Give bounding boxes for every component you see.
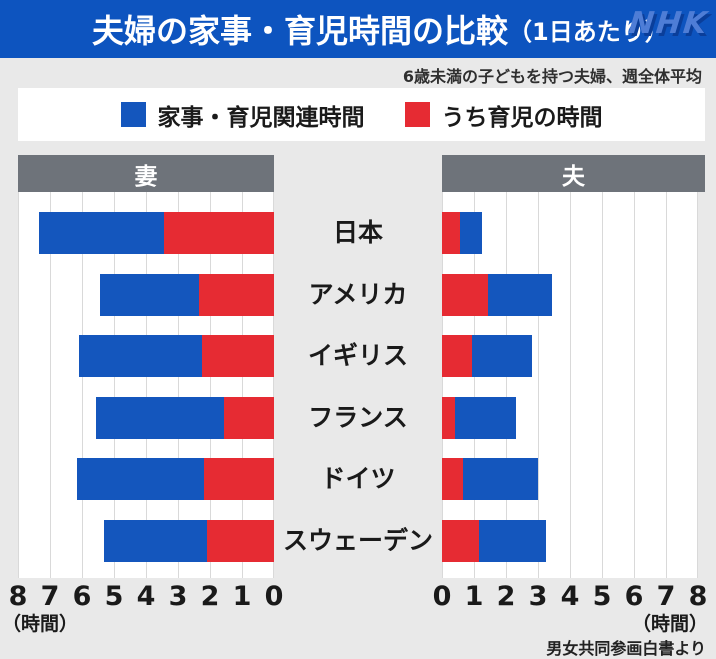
- legend-swatch-childcare-icon: [404, 102, 430, 127]
- wife-axis-unit-label: （時間）: [2, 613, 79, 635]
- gridline: [570, 192, 571, 578]
- country-label-アメリカ: アメリカ: [308, 279, 408, 309]
- gridline: [114, 192, 115, 578]
- legend: 家事・育児関連時間 うち育児の時間: [18, 88, 705, 141]
- axis-tick: 0: [432, 581, 452, 612]
- gridline: [242, 192, 243, 578]
- husband-axis-unit-label: （時間）: [631, 613, 708, 635]
- legend-label-total: 家事・育児関連時間: [157, 104, 365, 131]
- husband-panel-header: 夫: [442, 155, 705, 192]
- axis-tick: 1: [232, 581, 252, 612]
- bar-childcare-スウェーデン: [206, 519, 274, 562]
- axis-tick: 4: [560, 581, 580, 612]
- gridline: [634, 192, 635, 578]
- title-bar: 夫婦の家事・育児時間の比較 （1日あたり） NHK: [0, 0, 716, 58]
- gridline: [442, 192, 443, 578]
- axis-tick: 6: [72, 581, 92, 612]
- bar-childcare-フランス: [442, 396, 455, 439]
- legend-item-total: 家事・育児関連時間: [120, 98, 365, 132]
- bar-childcare-スウェーデン: [442, 519, 479, 562]
- legend-label-childcare: うち育児の時間: [441, 104, 603, 131]
- legend-swatch-total-icon: [120, 102, 146, 127]
- source-credit: 男女共同参画白書より: [546, 639, 706, 658]
- axis-tick: 3: [168, 581, 188, 612]
- axis-tick: 8: [8, 581, 28, 612]
- axis-tick: 7: [656, 581, 676, 612]
- page-title-main: 夫婦の家事・育児時間の比較: [92, 12, 509, 50]
- axis-tick: 8: [688, 581, 708, 612]
- axis-tick: 0: [264, 581, 284, 612]
- page-title: 夫婦の家事・育児時間の比較 （1日あたり）: [92, 0, 669, 58]
- axis-tick: 6: [624, 581, 644, 612]
- gridline: [50, 192, 51, 578]
- bar-childcare-フランス: [224, 396, 274, 439]
- country-label-ドイツ: ドイツ: [320, 464, 396, 493]
- bar-childcare-日本: [442, 212, 460, 254]
- axis-tick: 2: [200, 581, 220, 612]
- axis-tick: 3: [528, 581, 548, 612]
- gridline: [178, 192, 179, 578]
- axis-tick: 5: [592, 581, 612, 612]
- husband-chart-panel: [442, 192, 698, 578]
- axis-tick: 4: [136, 581, 156, 612]
- country-label-スウェーデン: スウェーデン: [282, 525, 433, 555]
- wife-panel-header: 妻: [18, 155, 274, 192]
- gridline: [273, 192, 274, 578]
- bar-childcare-ドイツ: [203, 458, 274, 500]
- wife-chart-panel: [18, 192, 274, 578]
- axis-tick: 1: [464, 581, 484, 612]
- subtitle: 6歳未満の子どもを持つ夫婦、週全体平均: [402, 67, 702, 86]
- gridline: [538, 192, 539, 578]
- bar-childcare-アメリカ: [442, 273, 489, 316]
- bar-childcare-アメリカ: [198, 273, 274, 316]
- country-label-イギリス: イギリス: [307, 341, 408, 370]
- axis-tick: 5: [104, 581, 124, 612]
- legend-item-childcare: うち育児の時間: [404, 98, 603, 132]
- bar-childcare-イギリス: [442, 335, 473, 377]
- gridline: [18, 192, 19, 578]
- axis-tick: 2: [496, 581, 516, 612]
- bar-childcare-日本: [163, 212, 274, 254]
- gridline: [697, 192, 698, 578]
- nhk-logo: NHK: [626, 6, 710, 41]
- country-label-日本: 日本: [332, 218, 383, 247]
- gridline: [82, 192, 83, 578]
- bar-childcare-ドイツ: [442, 458, 463, 500]
- country-label-フランス: フランス: [308, 402, 408, 432]
- gridline: [146, 192, 147, 578]
- gridline: [602, 192, 603, 578]
- gridline: [210, 192, 211, 578]
- gridline: [506, 192, 507, 578]
- bar-childcare-イギリス: [202, 335, 274, 377]
- country-labels: 日本アメリカイギリスフランスドイツスウェーデン: [274, 192, 442, 578]
- gridline: [666, 192, 667, 578]
- axis-tick: 7: [40, 581, 60, 612]
- gridline: [474, 192, 475, 578]
- page-title-paren: （1日あたり）: [508, 17, 669, 46]
